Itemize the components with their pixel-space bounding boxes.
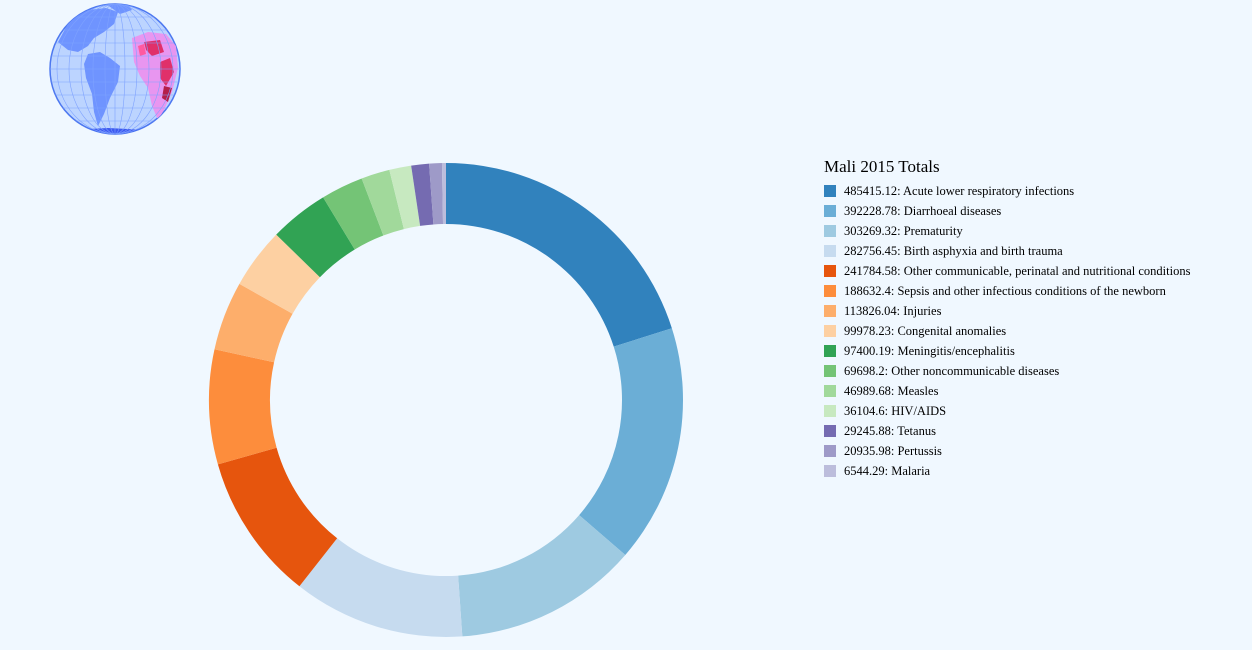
donut-slice[interactable] <box>441 163 446 225</box>
donut-slice[interactable] <box>411 163 434 226</box>
legend-swatch <box>824 205 836 217</box>
legend-item[interactable]: 241784.58: Other communicable, perinatal… <box>824 261 1190 281</box>
legend-label: 188632.4: Sepsis and other infectious co… <box>844 283 1166 298</box>
legend-label: 303269.32: Prematurity <box>844 223 963 238</box>
legend-label: 69698.2: Other noncommunicable diseases <box>844 363 1060 378</box>
chart-title: Mali 2015 Totals <box>824 157 940 176</box>
legend-label: 36104.6: HIV/AIDS <box>844 403 947 418</box>
legend-swatch <box>824 385 836 397</box>
legend-swatch <box>824 305 836 317</box>
legend-label: 113826.04: Injuries <box>844 303 942 318</box>
legend-label: 99978.23: Congenital anomalies <box>844 323 1007 338</box>
legend-item[interactable]: 29245.88: Tetanus <box>824 421 1190 441</box>
donut-slice[interactable] <box>299 538 463 637</box>
legend-item[interactable]: 282756.45: Birth asphyxia and birth trau… <box>824 241 1190 261</box>
donut-slice[interactable] <box>446 163 672 347</box>
donut-slice[interactable] <box>429 163 444 225</box>
legend-swatch <box>824 345 836 357</box>
legend-swatch <box>824 185 836 197</box>
legend-label: 46989.68: Measles <box>844 383 939 398</box>
donut-slice[interactable] <box>458 515 626 637</box>
legend-swatch <box>824 325 836 337</box>
legend-item[interactable]: 69698.2: Other noncommunicable diseases <box>824 361 1190 381</box>
legend-swatch <box>824 225 836 237</box>
legend-item[interactable]: 113826.04: Injuries <box>824 301 1190 321</box>
legend-label: 6544.29: Malaria <box>844 463 931 478</box>
globe-icon[interactable] <box>48 2 182 136</box>
legend-swatch <box>824 265 836 277</box>
legend-item[interactable]: 392228.78: Diarrhoeal diseases <box>824 201 1190 221</box>
legend-label: 29245.88: Tetanus <box>844 423 936 438</box>
legend-swatch <box>824 245 836 257</box>
legend-item[interactable]: 188632.4: Sepsis and other infectious co… <box>824 281 1190 301</box>
donut-slice[interactable] <box>361 169 404 236</box>
legend-label: 97400.19: Meningitis/encephalitis <box>844 343 1015 358</box>
legend-item[interactable]: 36104.6: HIV/AIDS <box>824 401 1190 421</box>
legend-swatch <box>824 365 836 377</box>
legend-label: 241784.58: Other communicable, perinatal… <box>844 263 1191 278</box>
donut-slice[interactable] <box>214 283 293 363</box>
legend-label: 20935.98: Pertussis <box>844 443 942 458</box>
legend-swatch <box>824 445 836 457</box>
legend-item[interactable]: 99978.23: Congenital anomalies <box>824 321 1190 341</box>
donut-slice[interactable] <box>217 447 338 587</box>
legend-swatch <box>824 285 836 297</box>
legend: Mali 2015 Totals 485415.12: Acute lower … <box>824 157 1190 481</box>
legend-label: 282756.45: Birth asphyxia and birth trau… <box>844 243 1063 258</box>
legend-label: 485415.12: Acute lower respiratory infec… <box>844 183 1075 198</box>
donut-chart <box>209 163 683 637</box>
legend-item[interactable]: 46989.68: Measles <box>824 381 1190 401</box>
legend-item[interactable]: 485415.12: Acute lower respiratory infec… <box>824 181 1190 201</box>
donut-slice[interactable] <box>389 165 421 230</box>
donut-slice[interactable] <box>209 349 277 465</box>
donut-slice[interactable] <box>579 328 683 555</box>
donut-slice[interactable] <box>239 234 320 314</box>
legend-item[interactable]: 20935.98: Pertussis <box>824 441 1190 461</box>
legend-swatch <box>824 425 836 437</box>
legend-item[interactable]: 97400.19: Meningitis/encephalitis <box>824 341 1190 361</box>
legend-item[interactable]: 6544.29: Malaria <box>824 461 1190 481</box>
legend-item[interactable]: 303269.32: Prematurity <box>824 221 1190 241</box>
donut-slice[interactable] <box>276 197 355 278</box>
legend-swatch <box>824 465 836 477</box>
legend-label: 392228.78: Diarrhoeal diseases <box>844 203 1002 218</box>
legend-swatch <box>824 405 836 417</box>
donut-slice[interactable] <box>323 178 384 250</box>
legend-items: 485415.12: Acute lower respiratory infec… <box>824 181 1190 481</box>
